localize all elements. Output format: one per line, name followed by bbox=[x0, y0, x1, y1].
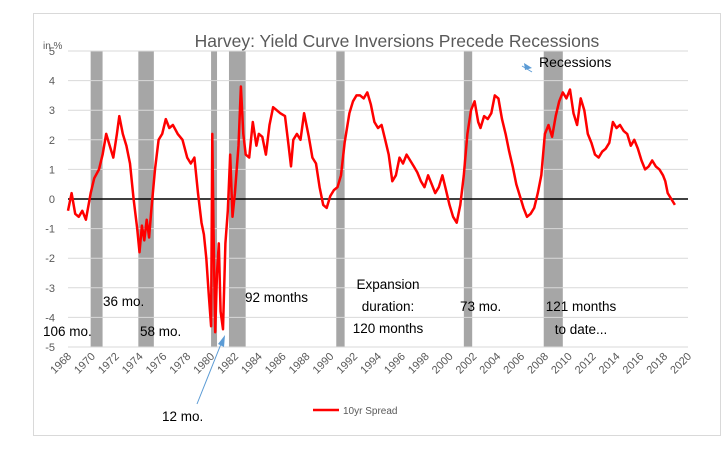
y-tick-labels: 5 4 3 2 1 0 -1 -2 -3 -4 -5 bbox=[45, 46, 55, 354]
x-tick-1986: 1986 bbox=[263, 351, 289, 377]
x-tick-2012: 2012 bbox=[573, 351, 599, 377]
y-tick--5: -5 bbox=[45, 342, 55, 354]
x-tick-1976: 1976 bbox=[144, 351, 170, 377]
annotation-12-mo: 12 mo. bbox=[162, 409, 203, 424]
recessions-arrowhead bbox=[524, 63, 532, 70]
y-tick-3: 3 bbox=[49, 105, 55, 117]
x-tick-1996: 1996 bbox=[382, 351, 408, 377]
x-tick-2010: 2010 bbox=[549, 351, 575, 377]
y-axis-label: in % bbox=[43, 41, 63, 52]
annotation-121-line1: 121 months bbox=[546, 299, 617, 314]
x-tick-1982: 1982 bbox=[215, 351, 241, 377]
chart-svg: Harvey: Yield Curve Inversions Precede R… bbox=[43, 31, 694, 424]
lead-12-arrowhead bbox=[218, 335, 225, 347]
x-tick-1974: 1974 bbox=[120, 351, 146, 377]
x-tick-2002: 2002 bbox=[454, 351, 480, 377]
x-tick-1972: 1972 bbox=[96, 351, 122, 377]
lead-12-arrow bbox=[196, 343, 222, 405]
y-tick-5: 5 bbox=[49, 46, 55, 58]
y-tick--3: -3 bbox=[45, 283, 55, 295]
x-tick-1998: 1998 bbox=[406, 351, 432, 377]
y-tick--4: -4 bbox=[45, 312, 55, 324]
x-tick-1990: 1990 bbox=[311, 351, 337, 377]
x-tick-2008: 2008 bbox=[525, 351, 551, 377]
annotation-92-months: 92 months bbox=[245, 290, 308, 305]
series-line-10yr-spread bbox=[66, 85, 676, 334]
chart-title: Harvey: Yield Curve Inversions Precede R… bbox=[195, 31, 600, 51]
annotation-expansion-line2: duration: bbox=[362, 299, 415, 314]
y-tick-0: 0 bbox=[49, 194, 55, 206]
annotation-expansion-line1: Expansion bbox=[356, 277, 419, 292]
annotation-73-mo: 73 mo. bbox=[460, 299, 501, 314]
x-tick-labels: 1968197019721974197619781980198219841986… bbox=[48, 351, 694, 377]
x-tick-2000: 2000 bbox=[430, 351, 456, 377]
y-tick-2: 2 bbox=[49, 135, 55, 147]
y-tick-1: 1 bbox=[49, 164, 55, 176]
annotation-expansion-line3: 120 months bbox=[353, 321, 424, 336]
x-tick-1988: 1988 bbox=[287, 351, 313, 377]
x-tick-1968: 1968 bbox=[48, 351, 74, 377]
x-tick-2006: 2006 bbox=[501, 351, 527, 377]
legend-label-10yr-spread: 10yr Spread bbox=[343, 406, 397, 417]
y-tick--1: -1 bbox=[45, 224, 55, 236]
x-tick-1992: 1992 bbox=[334, 351, 360, 377]
x-tick-2020: 2020 bbox=[668, 351, 694, 377]
x-tick-1984: 1984 bbox=[239, 351, 265, 377]
annotation-recessions: Recessions bbox=[539, 54, 611, 70]
x-tick-2014: 2014 bbox=[597, 351, 623, 377]
annotation-106-mo: 106 mo. bbox=[43, 324, 92, 339]
y-tick-4: 4 bbox=[49, 76, 55, 88]
x-tick-2016: 2016 bbox=[621, 351, 647, 377]
x-tick-1970: 1970 bbox=[72, 351, 98, 377]
annotation-58-mo: 58 mo. bbox=[140, 324, 181, 339]
y-tick--2: -2 bbox=[45, 253, 55, 265]
annotation-121-line2: to date... bbox=[555, 322, 608, 337]
annotation-36-mo: 36 mo. bbox=[103, 294, 144, 309]
grid-lines bbox=[68, 50, 688, 348]
chart-frame: Harvey: Yield Curve Inversions Precede R… bbox=[33, 13, 721, 436]
x-tick-2018: 2018 bbox=[644, 351, 670, 377]
x-tick-1978: 1978 bbox=[168, 351, 194, 377]
x-tick-1994: 1994 bbox=[358, 351, 384, 377]
x-tick-2004: 2004 bbox=[478, 351, 504, 377]
